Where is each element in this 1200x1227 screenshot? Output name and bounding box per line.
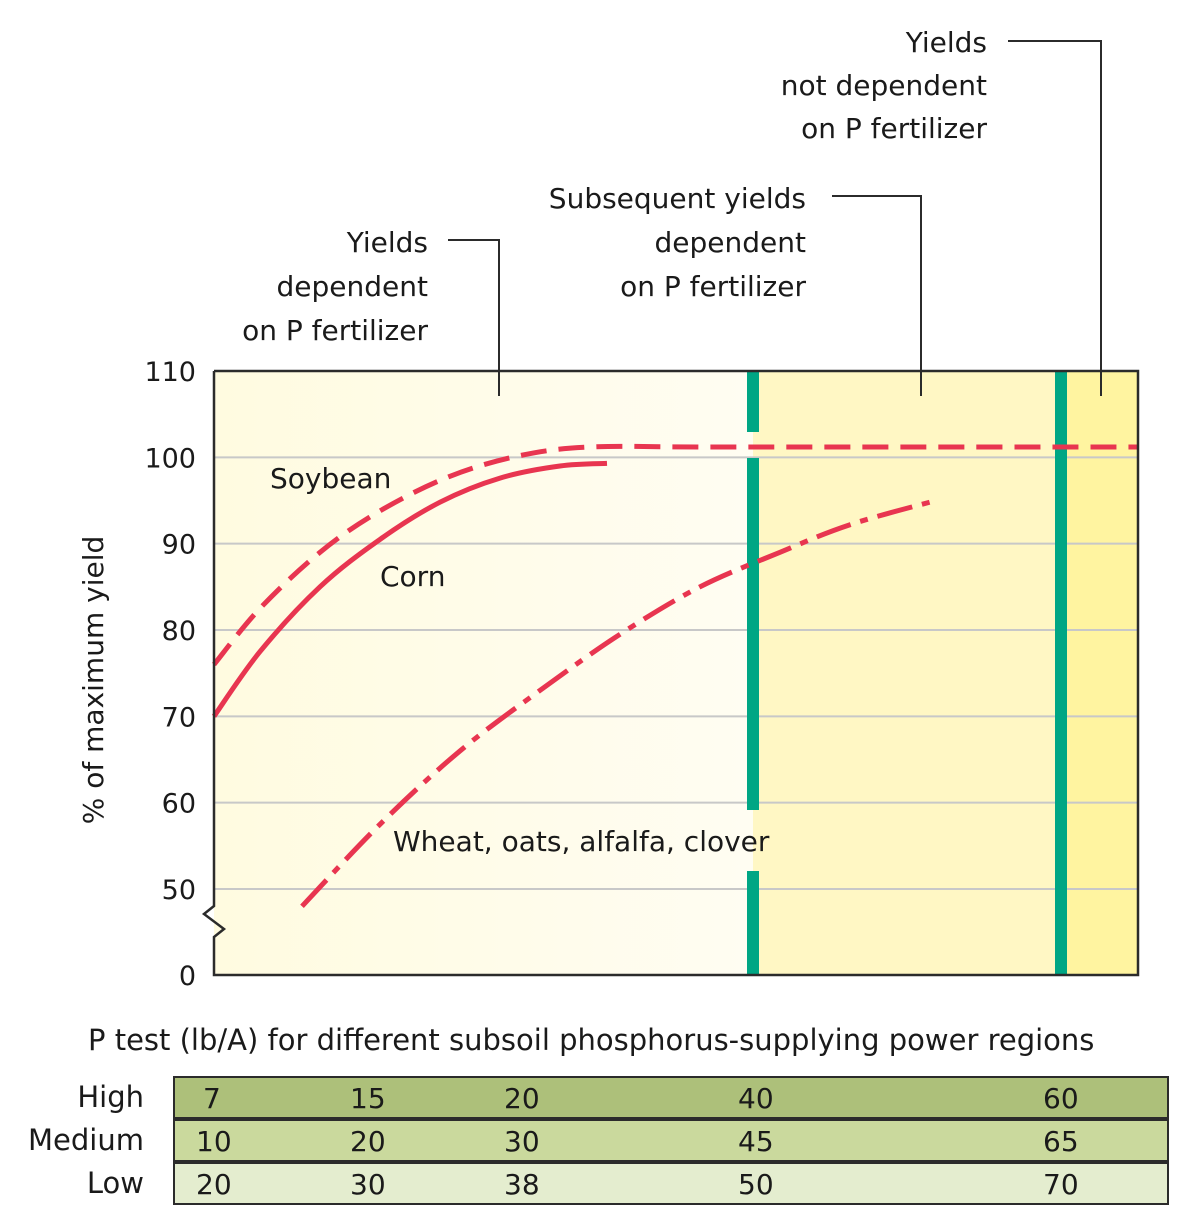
table-caption: P test (lb/A) for different subsoil phos… (88, 1023, 1095, 1057)
region-1-annotation: Yields dependent on P fertilizer (242, 226, 428, 347)
series-line-3 (300, 498, 937, 909)
region-2-background (753, 371, 1061, 975)
y-tick-label: 100 (144, 443, 196, 474)
y-axis-label: % of maximum yield (77, 536, 110, 825)
y-tick-label: 70 (162, 702, 196, 733)
row-label-low: Low (86, 1166, 144, 1200)
series-line-2 (211, 460, 608, 718)
region-boundary-1 (747, 871, 759, 975)
y-tick-label: 90 (162, 530, 196, 561)
series-label-2: Corn (380, 560, 445, 593)
region-3-background (1061, 371, 1138, 975)
plot-frame (201, 369, 1140, 977)
series-label-3: Wheat, oats, alfalfa, clover (393, 825, 770, 858)
region-boundary-1 (747, 371, 759, 432)
region-1-leader (448, 239, 500, 396)
table-cell: 20 (350, 1125, 386, 1158)
table-cell: 38 (504, 1168, 540, 1201)
table-row-high: 7 15 20 40 60 (173, 1076, 1169, 1119)
table-cell: 30 (350, 1168, 386, 1201)
region-3-annotation: Yields not dependent on P fertilizer (781, 26, 988, 145)
table-cell: 10 (196, 1125, 232, 1158)
y-tick-label: 0 (179, 961, 196, 992)
region-boundary-2 (1055, 371, 1067, 975)
row-label-medium: Medium (28, 1123, 144, 1157)
y-tick-label: 80 (162, 616, 196, 647)
region-1-background (214, 371, 753, 975)
row-label-high: High (77, 1080, 144, 1114)
table-cell: 60 (1043, 1082, 1079, 1115)
table-cell: 20 (504, 1082, 540, 1115)
region-2-annotation: Subsequent yields dependent on P fertilize… (549, 182, 807, 303)
table-cell: 20 (196, 1168, 232, 1201)
series-label-1: Soybean (270, 462, 391, 495)
yield-chart: 0 50 60 70 80 90 100 110 Yields dependent on P fe… (77, 26, 1140, 992)
table-cell: 7 (203, 1082, 221, 1115)
table-cell: 65 (1043, 1125, 1079, 1158)
table-cell: 50 (738, 1168, 774, 1201)
table-row-low: 20 30 38 50 70 (173, 1162, 1169, 1205)
table-cell: 15 (350, 1082, 386, 1115)
y-tick-label: 50 (162, 875, 196, 906)
table-cell: 30 (504, 1125, 540, 1158)
region-3-leader (1008, 40, 1102, 396)
table-cell: 45 (738, 1125, 774, 1158)
y-tick-label: 110 (144, 357, 196, 388)
region-boundary-1 (747, 458, 759, 810)
table-row-medium: 10 20 30 45 65 (173, 1119, 1169, 1162)
y-tick-label: 60 (162, 789, 196, 820)
table-cell: 70 (1043, 1168, 1079, 1201)
table-cell: 40 (738, 1082, 774, 1115)
region-2-leader (832, 195, 922, 396)
series-line-1 (212, 443, 1138, 667)
